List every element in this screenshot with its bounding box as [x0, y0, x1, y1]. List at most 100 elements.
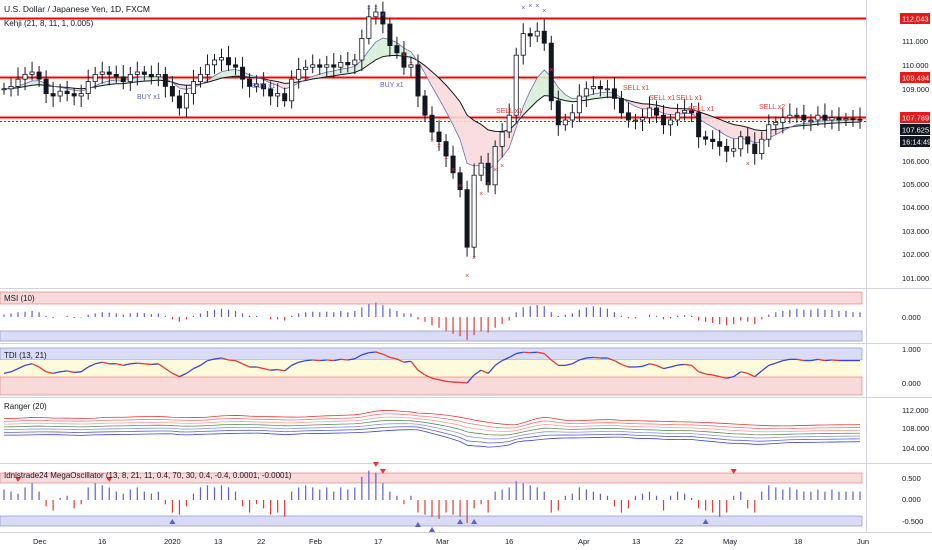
candle-up[interactable] — [843, 118, 849, 121]
candle-up[interactable] — [204, 64, 210, 75]
candle-up[interactable] — [99, 71, 105, 75]
candle-up[interactable] — [155, 74, 161, 78]
candle-up[interactable] — [1, 88, 7, 91]
candle-up[interactable] — [324, 64, 330, 68]
candle-down[interactable] — [436, 131, 442, 142]
candle-down[interactable] — [710, 138, 716, 142]
candle-down[interactable] — [176, 95, 182, 109]
candle-down[interactable] — [387, 23, 393, 47]
candle-down[interactable] — [429, 114, 435, 133]
candle-down[interactable] — [850, 118, 856, 121]
candle-up[interactable] — [92, 74, 98, 83]
candle-up[interactable] — [534, 30, 540, 37]
candle-down[interactable] — [141, 71, 147, 75]
candle-up[interactable] — [787, 114, 793, 118]
candle-up[interactable] — [668, 119, 674, 126]
candle-up[interactable] — [289, 78, 295, 102]
candle-up[interactable] — [492, 145, 498, 186]
candle-down[interactable] — [654, 107, 660, 116]
candle-up[interactable] — [85, 81, 91, 94]
candle-down[interactable] — [752, 143, 758, 154]
candle-up[interactable] — [569, 112, 575, 121]
candle-up[interactable] — [478, 162, 484, 176]
candle-up[interactable] — [197, 74, 203, 83]
candle-down[interactable] — [836, 117, 842, 121]
candle-down[interactable] — [527, 33, 533, 37]
candle-up[interactable] — [632, 119, 638, 122]
candle-down[interactable] — [555, 100, 561, 126]
candle-up[interactable] — [338, 62, 344, 68]
indicator-axis[interactable]: 0.000 1.000 0.000 112.000 108.000 104.00… — [902, 313, 929, 526]
candle-down[interactable] — [724, 145, 730, 152]
candle-up[interactable] — [815, 114, 821, 121]
candle-up[interactable] — [408, 64, 414, 68]
candle-up[interactable] — [590, 86, 596, 90]
candle-up[interactable] — [513, 54, 519, 116]
candle-up[interactable] — [352, 59, 358, 66]
price-axis[interactable]: 111.000 110.000 109.000 106.000 105.000 … — [902, 37, 929, 283]
candle-up[interactable] — [766, 124, 772, 140]
candle-up[interactable] — [78, 93, 84, 97]
candle-up[interactable] — [682, 110, 688, 114]
candle-up[interactable] — [499, 131, 505, 147]
candle-up[interactable] — [773, 122, 779, 126]
tdi-pane[interactable]: TDI (13, 21) — [0, 347, 863, 396]
candle-up[interactable] — [794, 114, 800, 117]
candle-down[interactable] — [240, 66, 246, 80]
candle-up[interactable] — [808, 119, 814, 122]
candle-down[interactable] — [169, 86, 175, 97]
candle-up[interactable] — [8, 86, 14, 90]
candle-down[interactable] — [106, 71, 112, 75]
candle-down[interactable] — [394, 45, 400, 54]
candle-down[interactable] — [71, 93, 77, 97]
candle-up[interactable] — [583, 88, 589, 97]
candle-up[interactable] — [296, 69, 302, 80]
candle-up[interactable] — [29, 71, 35, 75]
candle-down[interactable] — [611, 88, 617, 99]
candle-up[interactable] — [471, 174, 477, 248]
candle-down[interactable] — [857, 118, 863, 121]
candle-down[interactable] — [317, 64, 323, 68]
candle-up[interactable] — [190, 81, 196, 94]
candle-up[interactable] — [211, 59, 217, 66]
candle-down[interactable] — [380, 11, 386, 25]
candle-up[interactable] — [639, 117, 645, 121]
ranger-pane[interactable]: Ranger (20) — [3, 402, 861, 448]
candle-up[interactable] — [359, 38, 365, 61]
candle-up[interactable] — [759, 138, 765, 154]
candle-up[interactable] — [57, 90, 63, 97]
candle-down[interactable] — [597, 86, 603, 90]
candle-down[interactable] — [422, 95, 428, 116]
candle-up[interactable] — [576, 95, 582, 114]
candle-up[interactable] — [738, 136, 744, 150]
candle-up[interactable] — [366, 16, 372, 39]
candle-down[interactable] — [36, 71, 42, 80]
candle-up[interactable] — [520, 33, 526, 56]
candle-down[interactable] — [345, 62, 351, 66]
candle-up[interactable] — [373, 11, 379, 18]
candle-down[interactable] — [625, 112, 631, 121]
candles[interactable] — [1, 1, 863, 259]
candle-up[interactable] — [127, 74, 133, 83]
candle-down[interactable] — [541, 30, 547, 44]
candle-down[interactable] — [120, 76, 126, 83]
candle-down[interactable] — [415, 64, 421, 97]
candle-up[interactable] — [675, 112, 681, 121]
candle-down[interactable] — [401, 52, 407, 68]
candle-down[interactable] — [801, 114, 807, 121]
candle-down[interactable] — [464, 189, 470, 248]
candle-down[interactable] — [703, 136, 709, 140]
candle-down[interactable] — [717, 141, 723, 147]
candle-down[interactable] — [548, 42, 554, 102]
candle-up[interactable] — [275, 93, 281, 97]
candle-up[interactable] — [604, 88, 610, 91]
candle-up[interactable] — [219, 57, 225, 61]
candle-down[interactable] — [233, 64, 239, 68]
candle-up[interactable] — [310, 64, 316, 68]
candle-up[interactable] — [562, 119, 568, 126]
candle-down[interactable] — [457, 172, 463, 191]
candle-down[interactable] — [162, 74, 168, 87]
candle-up[interactable] — [22, 74, 28, 80]
candle-down[interactable] — [247, 78, 253, 87]
